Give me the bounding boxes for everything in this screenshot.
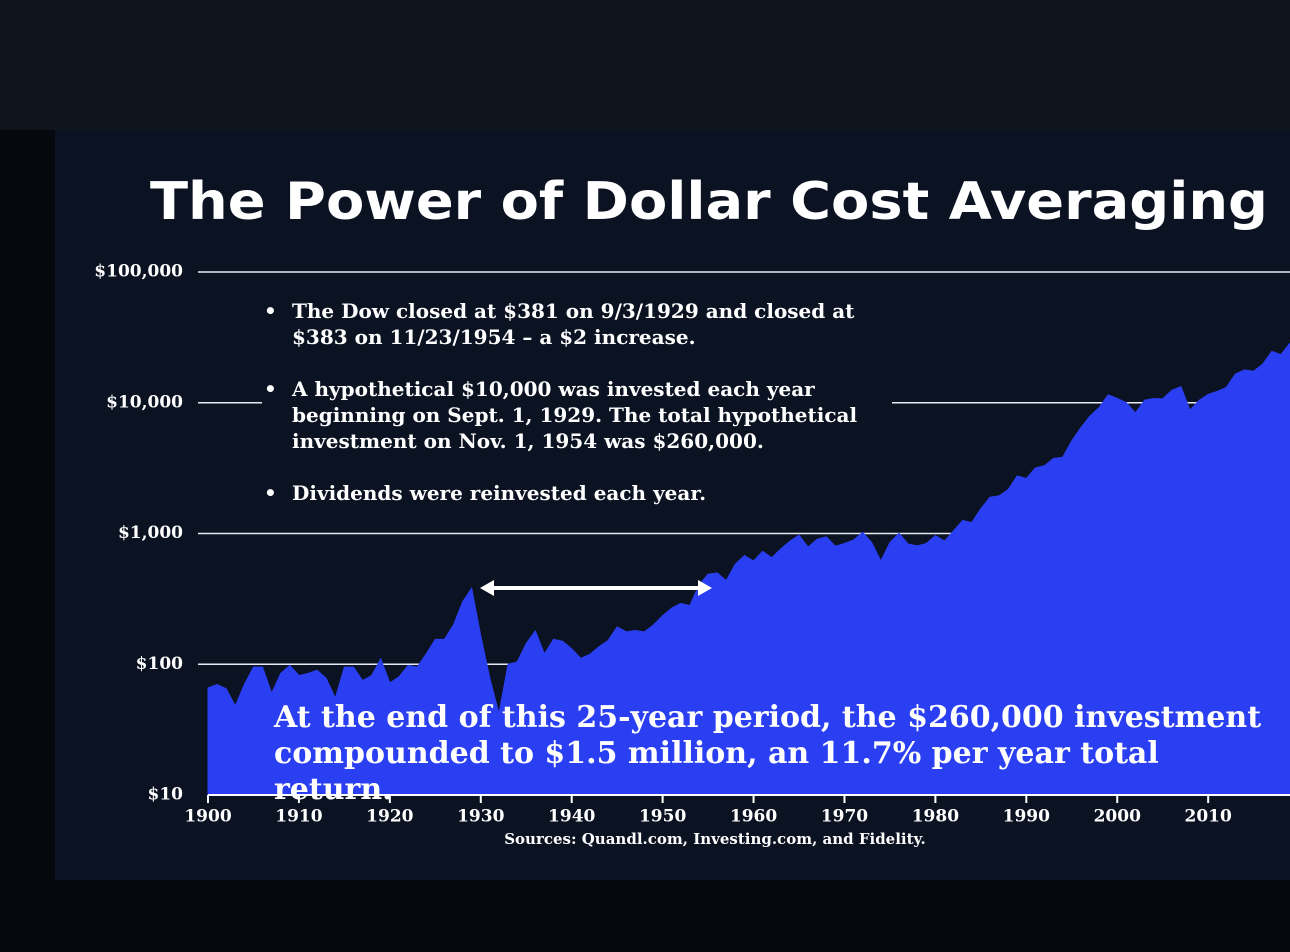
y-tick-label: $100	[136, 654, 183, 674]
x-tick-label: 1990	[1003, 807, 1050, 827]
plot	[207, 342, 1290, 796]
x-tick-label: 2000	[1094, 807, 1141, 827]
room-top	[0, 0, 1290, 130]
x-tick-label: 1920	[366, 807, 413, 827]
annotation: At the end of this 25-year period, the $…	[274, 700, 1262, 807]
area	[207, 342, 1290, 796]
y-tick-label: $100,000	[94, 262, 183, 282]
bullet: A hypothetical $10,000 was invested each…	[264, 376, 892, 454]
bullet: Dividends were reinvested each year.	[264, 480, 892, 506]
bullet: The Dow closed at $381 on 9/3/1929 and c…	[264, 298, 892, 350]
x-tick-label: 1950	[639, 807, 686, 827]
y-tick-label: $10,000	[106, 392, 183, 412]
y-tick-label: $1,000	[118, 523, 183, 543]
x-tick-label: 1930	[457, 807, 504, 827]
x-tick-label: 1960	[730, 807, 777, 827]
x-tick-label: 1910	[275, 807, 322, 827]
x-tick-label: 2010	[1185, 807, 1232, 827]
period-arrow	[480, 580, 712, 596]
x-tick-label: 1940	[548, 807, 595, 827]
bullet-list: The Dow closed at $381 on 9/3/1929 and c…	[262, 298, 892, 532]
chart-title: The Power of Dollar Cost Averaging	[150, 172, 1268, 232]
x-tick-label: 1970	[821, 807, 868, 827]
source-note: Sources: Quandl.com, Investing.com, and …	[504, 830, 926, 848]
y-tick-label: $10	[148, 785, 184, 805]
x-tick-label: 1980	[912, 807, 959, 827]
x-tick-label: 1900	[184, 807, 231, 827]
axes: $10 $100 $1,000 $10,000 $100,000 1900 1910 1920…	[94, 262, 1290, 827]
